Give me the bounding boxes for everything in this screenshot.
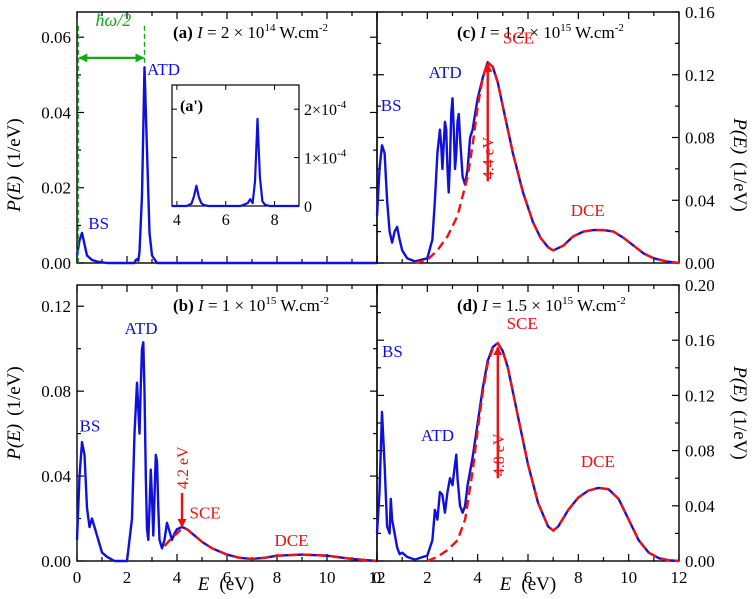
inset-frame	[171, 84, 300, 207]
y-axis-title-right-d: P(E)(1/eV)	[729, 365, 750, 459]
svg-text:P(E)(1/eV): P(E)(1/eV)	[4, 366, 25, 460]
panel-title: (a) I = 2 × 1014 W.cm-2	[173, 22, 328, 42]
annotation-label: BS	[88, 214, 109, 233]
x-tick-label: 12	[671, 568, 688, 587]
plot-frame	[376, 11, 680, 264]
x-tick-label: 8	[574, 568, 583, 587]
inset-x-tick-label: 6	[222, 212, 230, 229]
panel-b: 0 2 4 6 8 10 12 0.00 0.04 0.08 0.12 (b) I = 1 × 101…	[41, 284, 386, 587]
annotation-label: SCE	[190, 504, 221, 523]
svg-text:P(E)(1/eV): P(E)(1/eV)	[729, 365, 750, 459]
series-line-full	[75, 66, 377, 265]
inset-x-tick-label: 4	[173, 212, 181, 229]
hbar-label: ħω/2	[96, 10, 132, 30]
x-tick-label: 4	[173, 568, 182, 587]
x-axis-title-left: E (eV)	[197, 574, 254, 595]
series-line-full	[375, 61, 680, 265]
y-axis-title-left-b: P(E)(1/eV)	[4, 366, 25, 460]
x-tick-label: 0	[373, 568, 382, 587]
annotation-label: ATD	[125, 319, 158, 338]
svg-text:P(E)(1/eV): P(E)(1/eV)	[729, 117, 750, 211]
x-axis-title-right: E (eV)	[499, 574, 556, 595]
inset: 4 6 8 0 1×10-4 2×10-4 (a')	[171, 84, 347, 229]
y-tick-label: 0.08	[685, 129, 715, 148]
series-line-model	[163, 526, 378, 563]
x-tick-label: 10	[319, 568, 336, 587]
annotation-label: ATD	[147, 60, 180, 79]
y-tick-label: 0.04	[41, 467, 71, 486]
x-tick-label: 6	[223, 568, 232, 587]
y-tick-label: 0.12	[41, 297, 71, 316]
panel-a: 0.00 0.02 0.04 0.06 (a) I = 2 × 1014 W.cm-2 A…	[41, 10, 378, 273]
x-tick-label: 12	[369, 568, 386, 587]
y-tick-label: 0.04	[685, 191, 715, 210]
y-tick-label: 0.00	[41, 552, 71, 571]
y-tick-label: 0.00	[685, 552, 715, 571]
y-tick-label: 0.04	[685, 497, 715, 516]
y-tick-label: 0.16	[685, 331, 715, 350]
panel-title: (b) I = 1 × 1015 W.cm-2	[173, 295, 329, 315]
x-tick-label: 2	[423, 568, 432, 587]
energy-arrow-label: 4.8 eV	[491, 433, 508, 476]
y-tick-label: 0.00	[41, 254, 71, 273]
inset-y-tick-label: 0	[304, 199, 312, 216]
svg-text:P(E)(1/eV): P(E)(1/eV)	[4, 118, 25, 212]
annotation-label: BS	[381, 96, 402, 115]
y-tick-label: 0.02	[41, 179, 71, 198]
annotation-label: ATD	[429, 63, 462, 82]
x-tick-label: 10	[620, 568, 637, 587]
y-tick-label: 0.00	[685, 254, 715, 273]
energy-arrow-label: 4.4 eV	[481, 136, 498, 179]
panel-title: (d) I = 1.5 × 1015 W.cm-2	[457, 295, 626, 315]
y-tick-label: 0.08	[685, 442, 715, 461]
inset-y-tick-label: 1×10-4	[304, 148, 347, 168]
annotation-label: ATD	[421, 426, 454, 445]
x-tick-label: 2	[123, 568, 132, 587]
annotation-label: BS	[382, 342, 403, 361]
plot-frame	[76, 284, 378, 562]
inset-y-tick-label: 2×10-4	[304, 99, 347, 119]
energy-arrow-label: 4.2 eV	[175, 446, 192, 489]
inset-label: (a')	[180, 98, 203, 115]
y-axis-title-right-c: P(E)(1/eV)	[729, 117, 750, 211]
x-tick-label: 8	[273, 568, 282, 587]
y-tick-label: 0.08	[41, 382, 71, 401]
y-tick-label: 0.20	[685, 276, 715, 295]
y-tick-label: 0.12	[685, 66, 715, 85]
y-tick-label: 0.16	[685, 3, 715, 22]
inset-series-line	[172, 117, 299, 208]
annotation-label: DCE	[275, 531, 309, 550]
annotation-label: SCE	[507, 314, 538, 333]
annotation-label: DCE	[581, 452, 615, 471]
inset-x-tick-label: 8	[271, 212, 279, 229]
panel-c: 0.00 0.04 0.08 0.12 0.16 (c) I = 1.2 × 1015 W…	[375, 3, 715, 273]
panel-d: 0 2 4 6 8 10 120.00 0.04 0.08 0.12 0.16 0.20 (d) I =…	[373, 276, 716, 587]
y-tick-label: 0.06	[41, 28, 71, 47]
series-line-model	[426, 341, 680, 563]
series-line-model	[414, 61, 680, 265]
x-tick-label: 6	[524, 568, 533, 587]
annotation-label: SCE	[503, 28, 534, 47]
x-tick-label: 4	[473, 568, 482, 587]
annotation-label: DCE	[571, 201, 605, 220]
series-line-full	[375, 341, 680, 563]
panel-title: (c) I = 1.2 × 1015 W.cm-2	[457, 22, 624, 42]
annotation-label: BS	[80, 416, 101, 435]
y-axis-title-left: P(E)(1/eV)	[4, 118, 25, 212]
x-tick-label: 0	[73, 568, 82, 587]
y-tick-label: 0.12	[685, 386, 715, 405]
y-tick-label: 0.04	[41, 103, 71, 122]
series-line-full	[75, 341, 378, 563]
